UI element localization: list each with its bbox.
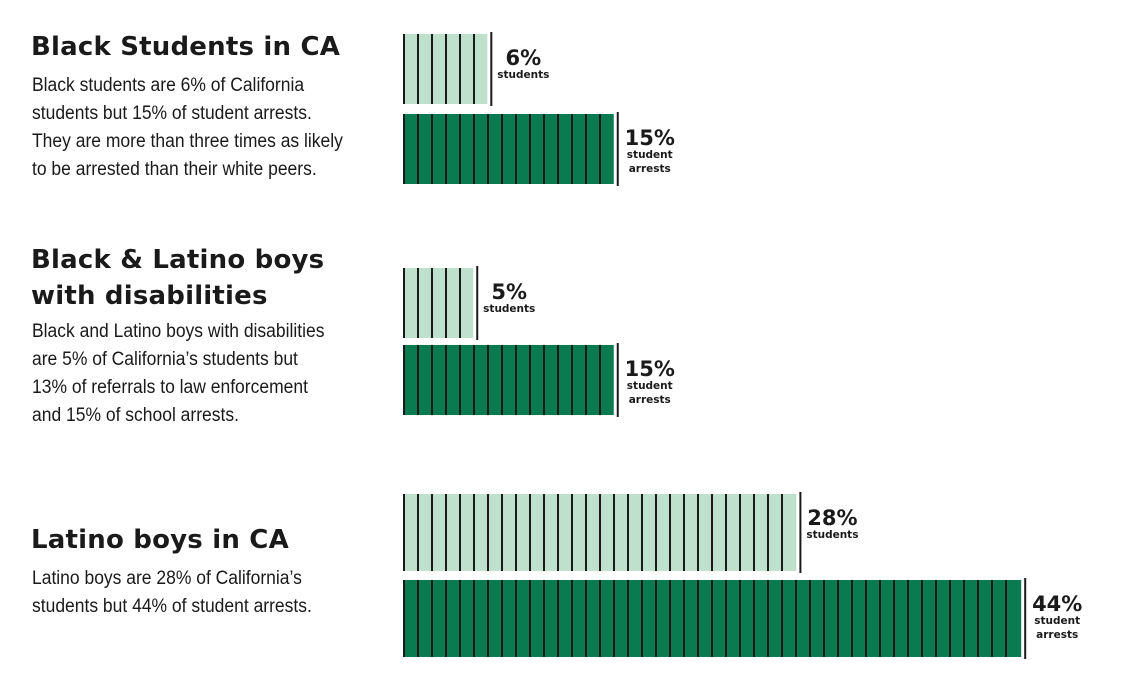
description-line: students but 44% of student arrests.	[32, 596, 312, 617]
bar-stripes	[403, 114, 601, 184]
bar-stripes	[403, 345, 601, 415]
panel-description-latino-boys: Latino boys are 28% of California’s stud…	[32, 565, 312, 621]
bar-stripes	[403, 268, 461, 338]
description-line: Latino boys are 28% of California’s	[32, 568, 302, 589]
bar-group: 28%students 44%student arrests	[403, 492, 1082, 659]
value-label: 6%	[505, 46, 541, 70]
description-line: They are more than three times as likely	[32, 131, 343, 152]
bar-student-arrests	[403, 114, 614, 184]
panel-description-black-students: Black students are 6% of California stud…	[32, 72, 343, 184]
value-label: 5%	[491, 280, 527, 304]
unit-label: student	[627, 380, 673, 392]
bar-stripes	[403, 494, 783, 571]
panel-title-line: Black Students in CA	[31, 32, 341, 62]
panel-title-black-students: Black Students in CA	[31, 29, 340, 65]
description-line: to be arrested than their white peers.	[32, 159, 317, 180]
panel-title-latino-boys: Latino boys in CA	[31, 522, 289, 558]
unit-label: arrests	[629, 163, 671, 175]
description-line: Black and Latino boys with disabilities	[32, 321, 325, 342]
value-label: 28%	[807, 506, 857, 530]
unit-label: students	[497, 69, 549, 81]
description-line: and 15% of school arrests.	[32, 405, 239, 426]
value-label: 15%	[625, 357, 675, 381]
unit-label: arrests	[1036, 629, 1078, 641]
unit-label: student	[1034, 615, 1080, 627]
panel-title-line: Latino boys in CA	[31, 525, 289, 555]
description-line: Black students are 6% of California	[32, 75, 305, 96]
unit-label: students	[483, 303, 535, 315]
panel-title-line: Black & Latino boys	[31, 245, 325, 275]
bar-students	[403, 268, 474, 338]
bar-stripes	[403, 580, 1007, 657]
bar-group: 6%students 15%student arrests	[403, 32, 675, 186]
bar-stripes	[403, 34, 475, 104]
panel-title-black-latino-boys-disabilities: Black & Latino boys with disabilities	[31, 242, 324, 314]
unit-label: arrests	[629, 394, 671, 406]
panel-title-line: with disabilities	[31, 281, 268, 311]
description-line: are 5% of California’s students but	[32, 349, 298, 370]
bar-student-arrests	[403, 345, 614, 415]
description-line: 13% of referrals to law enforcement	[32, 377, 308, 398]
unit-label: student	[627, 149, 673, 161]
panel-description-black-latino-boys-disabilities: Black and Latino boys with disabilities …	[32, 318, 324, 430]
value-label: 44%	[1032, 592, 1082, 616]
bar-group: 5%students 15%student arrests	[403, 266, 675, 417]
unit-label: students	[806, 529, 858, 541]
description-line: students but 15% of student arrests.	[32, 103, 312, 124]
value-label: 15%	[625, 126, 675, 150]
